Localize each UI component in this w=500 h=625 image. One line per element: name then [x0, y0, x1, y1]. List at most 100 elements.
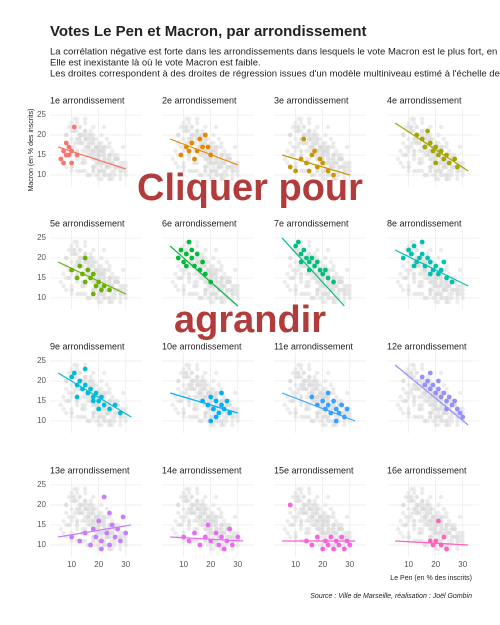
point: [449, 279, 455, 285]
background-point: [312, 502, 317, 508]
point: [419, 374, 425, 380]
x-tick-label: 30: [121, 560, 130, 569]
point: [90, 526, 96, 532]
background-point: [344, 390, 350, 396]
panel-title: 1e arrondissement: [50, 95, 125, 105]
background-point: [200, 128, 205, 134]
background-point: [320, 390, 325, 396]
background-point: [186, 386, 192, 392]
point: [208, 418, 214, 424]
background-point: [211, 534, 216, 540]
background-point: [398, 160, 403, 166]
point: [293, 243, 299, 249]
background-point: [186, 243, 192, 249]
background-point: [69, 514, 74, 520]
background-point: [194, 362, 200, 368]
background-point: [235, 283, 240, 289]
background-point: [430, 136, 436, 142]
background-point: [285, 406, 290, 412]
background-point: [186, 518, 192, 524]
background-point: [436, 255, 441, 261]
overlay-text[interactable]: agrandir: [174, 299, 326, 341]
background-point: [309, 506, 315, 512]
background-point: [344, 514, 350, 520]
regression-line: [394, 122, 469, 172]
point: [452, 156, 458, 162]
y-tick-label: 10: [37, 170, 46, 179]
background-point: [176, 510, 181, 516]
background-point: [320, 144, 325, 150]
background-point: [170, 402, 176, 408]
background-point: [428, 124, 433, 130]
background-point: [325, 156, 331, 162]
background-point: [85, 514, 91, 520]
point: [419, 239, 425, 245]
background-point: [118, 299, 123, 305]
background-point: [293, 366, 298, 372]
background-point: [120, 414, 126, 420]
background-point: [120, 168, 126, 174]
background-point: [428, 279, 433, 285]
panel-title: 16e arrondissement: [387, 465, 467, 475]
background-point: [181, 506, 186, 512]
panel-title: 13e arrondissement: [50, 465, 130, 475]
background-point: [178, 398, 184, 404]
regression-line: [395, 540, 469, 546]
point: [219, 390, 224, 396]
background-point: [184, 486, 189, 492]
point: [331, 398, 336, 404]
background-point: [99, 255, 104, 261]
point: [219, 402, 224, 408]
panel-title: 14e arrondissement: [162, 465, 242, 475]
point: [325, 275, 331, 281]
point: [71, 370, 77, 376]
point: [69, 148, 75, 154]
background-point: [422, 506, 428, 512]
background-point: [306, 243, 312, 249]
point: [77, 263, 83, 269]
point: [452, 398, 458, 404]
background-point: [115, 275, 120, 281]
background-point: [438, 160, 444, 166]
background-point: [186, 526, 192, 532]
background-point: [411, 156, 417, 162]
point: [107, 406, 112, 412]
point: [460, 414, 466, 420]
background-point: [82, 116, 88, 122]
y-tick-label: 15: [37, 520, 46, 529]
background-point: [93, 136, 99, 142]
background-point: [309, 518, 315, 524]
point: [229, 542, 235, 548]
background-point: [406, 538, 411, 544]
background-point: [449, 295, 455, 301]
background-point: [96, 144, 101, 150]
panel-title: 5e arrondissement: [50, 218, 125, 228]
point: [66, 152, 72, 158]
overlay-text[interactable]: Cliquer pour: [137, 167, 363, 209]
point: [93, 534, 99, 540]
background-point: [82, 239, 88, 245]
background-point: [306, 156, 312, 162]
background-point: [186, 366, 192, 372]
background-point: [460, 406, 465, 412]
background-point: [342, 299, 347, 305]
background-point: [181, 514, 186, 520]
background-point: [227, 534, 232, 540]
point: [306, 267, 312, 273]
background-point: [232, 144, 238, 150]
panel-title: 4e arrondissement: [387, 95, 462, 105]
point: [336, 542, 342, 548]
background-point: [219, 510, 224, 516]
background-point: [91, 279, 96, 285]
background-point: [91, 148, 96, 154]
point: [317, 156, 323, 162]
background-point: [401, 410, 406, 416]
background-point: [176, 287, 181, 293]
background-point: [334, 522, 339, 528]
background-point: [457, 144, 463, 150]
background-point: [417, 140, 422, 146]
background-point: [312, 374, 317, 380]
background-point: [235, 164, 240, 170]
background-point: [173, 518, 178, 524]
